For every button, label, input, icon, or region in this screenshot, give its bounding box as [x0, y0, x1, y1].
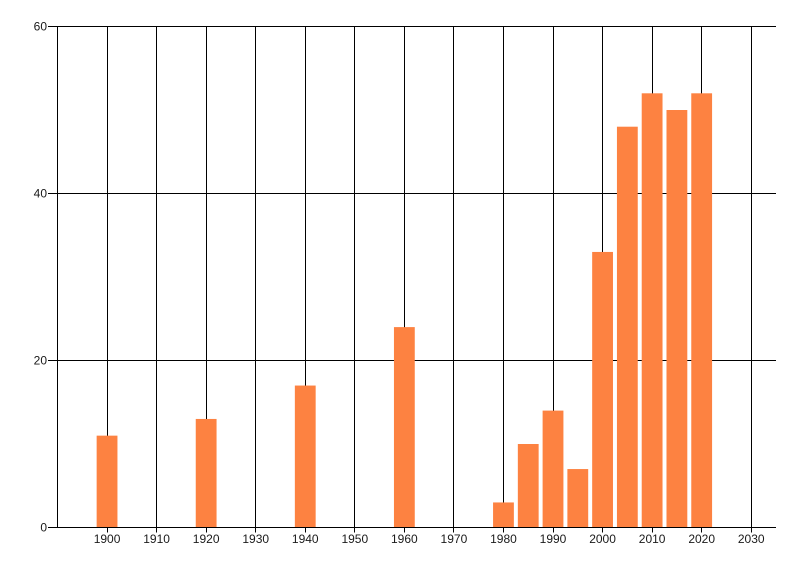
x-tick-label: 2020: [688, 532, 715, 546]
bar-1995: [567, 469, 589, 528]
x-tick-label: 1960: [391, 532, 418, 546]
x-tick-label: 1970: [441, 532, 468, 546]
x-tick-label: 1950: [341, 532, 368, 546]
x-tick-label: 2000: [589, 532, 616, 546]
x-tick-label: 1980: [490, 532, 517, 546]
y-tick-label: 0: [40, 521, 47, 535]
x-tick-label: 1900: [94, 532, 121, 546]
bar-2000: [592, 251, 613, 528]
bar-1940: [294, 385, 316, 528]
x-tick-label: 2010: [639, 532, 666, 546]
bar-2010: [641, 93, 663, 528]
bar-1990: [542, 410, 564, 528]
bar-1920: [195, 418, 217, 528]
bar-2020: [691, 93, 713, 528]
x-tick-label: 1910: [143, 532, 170, 546]
bar-2005: [616, 126, 638, 528]
y-tick-label: 40: [34, 187, 48, 201]
bar-1960: [393, 327, 415, 528]
x-tick-label: 2030: [738, 532, 765, 546]
bar-2015: [666, 110, 688, 528]
x-tick-label: 1990: [540, 532, 567, 546]
y-tick-label: 60: [34, 20, 48, 34]
bar-1985: [517, 444, 539, 528]
bar-1900: [96, 435, 118, 528]
y-tick-label: 20: [34, 354, 48, 368]
bar-1980: [493, 502, 514, 528]
x-tick-label: 1930: [242, 532, 269, 546]
x-tick-label: 1920: [193, 532, 220, 546]
x-tick-label: 1940: [292, 532, 319, 546]
